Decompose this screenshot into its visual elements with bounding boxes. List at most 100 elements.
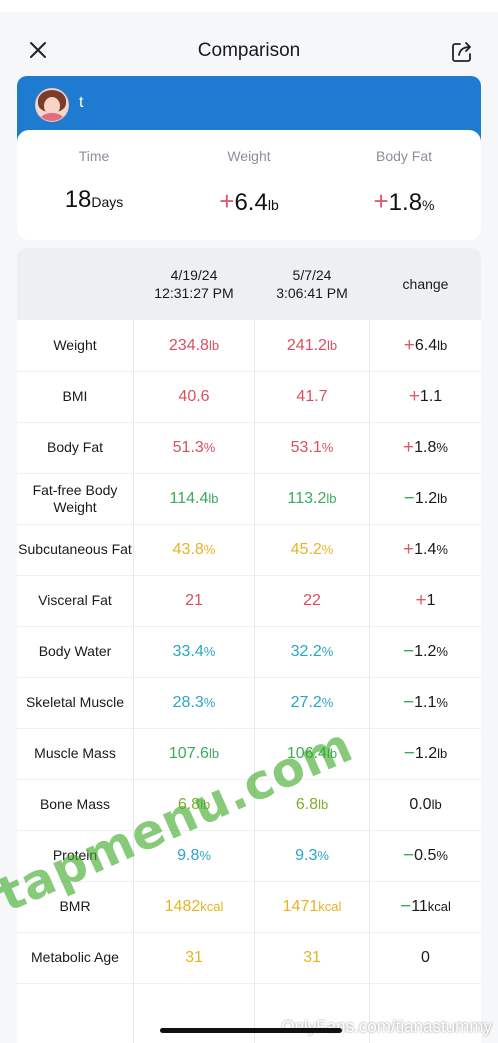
decrease-sign: −	[400, 896, 412, 917]
page-title: Comparison	[197, 40, 301, 61]
change-value: −1.2 lb	[370, 473, 481, 524]
header-label: change	[402, 276, 449, 292]
nav-bar: Comparison	[0, 12, 498, 78]
value-number: 33.4	[172, 643, 204, 660]
change-value: +1.4%	[370, 524, 481, 575]
header-date: 4/19/24	[170, 267, 218, 283]
value-number: 32.2	[290, 643, 322, 660]
comparison-table: 4/19/24 12:31:27 PM 5/7/24 3:06:41 PM ch…	[17, 248, 481, 1043]
value-date-2: 53.1%	[255, 422, 369, 473]
value-number: 41.7	[296, 388, 328, 405]
home-indicator[interactable]	[160, 1028, 342, 1033]
change-unit: lb	[437, 491, 448, 506]
value-date-2: 9.3%	[255, 830, 369, 881]
close-button[interactable]	[22, 34, 54, 66]
change-unit: lb	[437, 746, 448, 761]
value-number: 40.6	[178, 388, 210, 405]
watermark-credit: OnlyFans.com/tianastummy	[281, 1017, 492, 1036]
change-number: 0.5	[414, 847, 437, 864]
header-time: 3:06:41 PM	[276, 285, 348, 301]
value-unit: %	[203, 440, 216, 455]
share-button[interactable]	[446, 36, 478, 68]
value-number: 27.2	[290, 694, 322, 711]
change-unit: %	[436, 848, 448, 863]
value-unit: %	[203, 695, 216, 710]
summary-weight: Weight +6.4lb	[172, 130, 326, 217]
value-unit: %	[321, 542, 334, 557]
value-number: 6.8	[295, 796, 319, 813]
value-date-1: 114.4 lb	[134, 473, 254, 524]
value-number: 43.8	[172, 541, 204, 558]
value-number: 21	[185, 592, 203, 609]
value-number: 31	[185, 949, 203, 966]
change-number: 1.4	[414, 541, 437, 558]
value-number: 31	[303, 949, 321, 966]
close-icon	[30, 42, 46, 58]
change-value: +1.1	[370, 371, 481, 422]
value-date-2: 45.2%	[255, 524, 369, 575]
increase-sign: +	[403, 437, 415, 458]
value-number: 106.4	[286, 745, 327, 762]
value-unit: lb	[326, 338, 338, 353]
value-unit: lb	[326, 746, 338, 761]
value-unit: lb	[318, 797, 329, 812]
value-number: 9.8	[177, 847, 200, 864]
change-value: −0.5%	[370, 830, 481, 881]
change-value: 0.0 lb	[370, 779, 481, 830]
change-number: 0	[421, 949, 430, 966]
metric-label: Weight	[53, 337, 97, 353]
summary-unit: lb	[267, 197, 279, 213]
value-unit: kcal	[200, 899, 224, 914]
change-number: 1.8	[414, 439, 437, 456]
value-date-2: 241.2 lb	[255, 320, 369, 371]
user-name: t	[79, 94, 84, 111]
table-row: Fat-free Body Weight 114.4 lb 113.2 lb −1.2 lb	[17, 473, 481, 525]
value-date-1: 234.8 lb	[134, 320, 254, 371]
table-row: Body Water 33.4% 32.2% −1.2%	[17, 626, 481, 678]
summary-value: 1.8	[388, 189, 423, 216]
value-number: 45.2	[290, 541, 322, 558]
change-value: 0	[370, 932, 481, 983]
change-value: −1.2%	[370, 626, 481, 677]
metric-label: BMR	[59, 898, 91, 914]
comparison-page: Comparison t Time 18Days Weight +6.4lb B…	[0, 12, 498, 1043]
value-number: 28.3	[172, 694, 204, 711]
value-unit: kcal	[318, 899, 342, 914]
table-row: Protein 9.8% 9.3% −0.5%	[17, 830, 481, 882]
value-unit: %	[203, 644, 216, 659]
summary-value: 6.4	[234, 189, 268, 216]
value-unit: %	[321, 695, 334, 710]
metric-label: Body Fat	[46, 439, 104, 455]
metric-label: Fat-free Body Weight	[32, 481, 118, 515]
change-unit: kcal	[427, 899, 451, 914]
metric-label: Visceral Fat	[38, 592, 112, 608]
value-unit: %	[203, 542, 216, 557]
value-number: 22	[303, 592, 321, 609]
value-date-1: 51.3%	[134, 422, 254, 473]
header-date: 5/7/24	[292, 267, 332, 283]
metric-label: Metabolic Age	[31, 949, 119, 965]
summary-time: Time 18Days	[17, 130, 171, 214]
value-date-1: 40.6	[134, 371, 254, 422]
change-unit: %	[436, 695, 448, 710]
value-unit: %	[199, 848, 211, 863]
value-date-2: 32.2%	[255, 626, 369, 677]
change-number: 1.2	[414, 745, 438, 762]
value-number: 9.3	[295, 847, 318, 864]
metric-label: Bone Mass	[39, 796, 111, 812]
value-date-1: 107.6 lb	[134, 728, 254, 779]
column-divider	[133, 320, 134, 1043]
header-time: 12:31:27 PM	[154, 285, 234, 301]
change-number: 11	[411, 898, 428, 915]
value-unit: lb	[208, 338, 220, 353]
change-value: +1	[370, 575, 481, 626]
summary-label: Body Fat	[375, 148, 433, 164]
decrease-sign: −	[403, 488, 415, 509]
change-number: 0.0	[409, 796, 432, 813]
value-unit: %	[321, 440, 334, 455]
value-number: 6.8	[177, 796, 201, 813]
summary-unit: Days	[91, 194, 124, 210]
value-number: 51.3	[172, 439, 204, 456]
change-unit: lb	[437, 338, 448, 353]
value-number: 1471	[282, 898, 319, 915]
